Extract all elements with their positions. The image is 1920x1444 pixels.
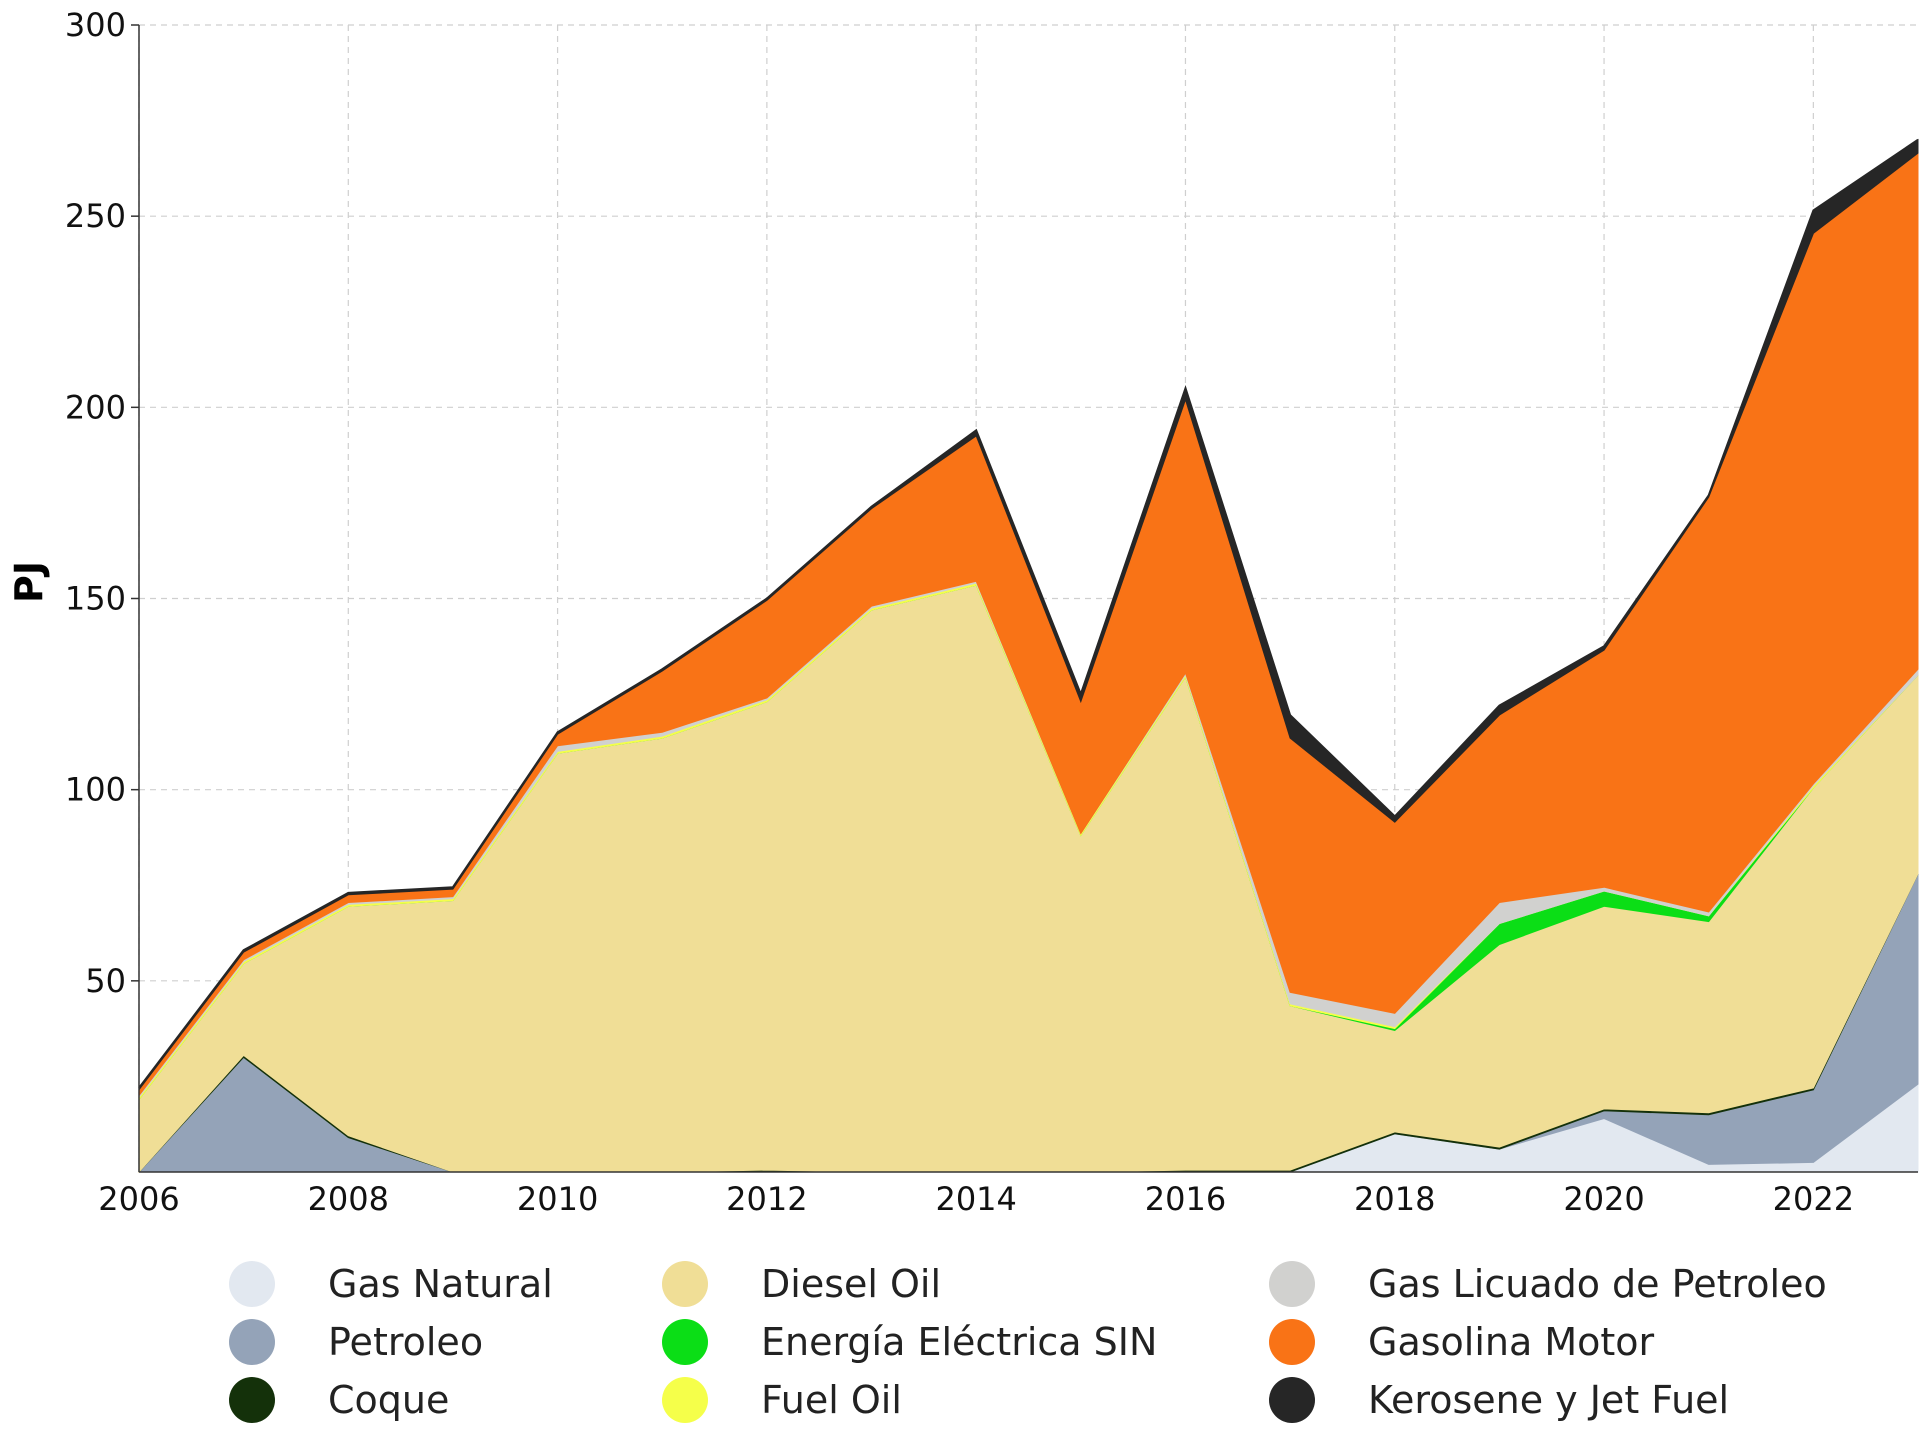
- x-tick-label-2022: 2022: [1773, 1180, 1854, 1218]
- y-tick-label-100: 100: [65, 771, 126, 809]
- legend-label-petroleo: Petroleo: [328, 1320, 483, 1364]
- x-tick-labels: 2006 2008 2010 2012 2014 2016 2018 2020 2022: [98, 1180, 1854, 1218]
- legend-item-diesel-oil: Diesel Oil: [662, 1261, 941, 1307]
- legend-swatch-coque: [229, 1377, 275, 1423]
- x-tick-label-2010: 2010: [517, 1180, 598, 1218]
- legend-swatch-diesel-oil: [662, 1261, 708, 1307]
- y-tick-label-200: 200: [65, 388, 126, 426]
- axes: [131, 24, 1918, 1173]
- legend-label-coque: Coque: [328, 1378, 449, 1422]
- legend-swatch-fuel-oil: [662, 1377, 708, 1423]
- legend-label-diesel-oil: Diesel Oil: [761, 1262, 941, 1306]
- y-tick-labels: 50 100 150 200 250 300: [65, 6, 126, 1000]
- legend-item-energia-electrica-sin: Energía Eléctrica SIN: [662, 1319, 1157, 1365]
- x-tick-label-2018: 2018: [1354, 1180, 1435, 1218]
- legend-item-kerosene-y-jet-fuel: Kerosene y Jet Fuel: [1269, 1377, 1729, 1423]
- y-axis-title: PJ: [7, 561, 51, 603]
- legend-label-energia-electrica-sin: Energía Eléctrica SIN: [761, 1320, 1157, 1364]
- legend-label-kerosene-y-jet-fuel: Kerosene y Jet Fuel: [1368, 1378, 1729, 1422]
- legend-label-gas-licuado-de-petroleo: Gas Licuado de Petroleo: [1368, 1262, 1827, 1306]
- legend-item-coque: Coque: [229, 1377, 449, 1423]
- x-tick-label-2014: 2014: [935, 1180, 1016, 1218]
- legend-swatch-petroleo: [229, 1319, 275, 1365]
- legend-swatch-gasolina-motor: [1269, 1319, 1315, 1365]
- legend-swatch-gas-natural: [229, 1261, 275, 1307]
- x-tick-label-2020: 2020: [1563, 1180, 1644, 1218]
- y-tick-label-50: 50: [85, 962, 126, 1000]
- y-tick-label-150: 150: [65, 580, 126, 618]
- legend-swatch-kerosene-y-jet-fuel: [1269, 1377, 1315, 1423]
- legend-item-gas-licuado-de-petroleo: Gas Licuado de Petroleo: [1269, 1261, 1827, 1307]
- x-tick-label-2006: 2006: [98, 1180, 179, 1218]
- legend-item-fuel-oil: Fuel Oil: [662, 1377, 902, 1423]
- legend-swatch-gas-licuado-de-petroleo: [1269, 1261, 1315, 1307]
- legend-label-fuel-oil: Fuel Oil: [761, 1378, 902, 1422]
- legend-item-petroleo: Petroleo: [229, 1319, 483, 1365]
- legend: Gas Natural Petroleo Coque Diesel Oil Energí…: [229, 1261, 1827, 1423]
- legend-item-gasolina-motor: Gasolina Motor: [1269, 1319, 1655, 1365]
- series-areas: [137, 138, 1919, 1174]
- x-tick-label-2016: 2016: [1145, 1180, 1226, 1218]
- legend-label-gas-natural: Gas Natural: [328, 1262, 553, 1306]
- legend-item-gas-natural: Gas Natural: [229, 1261, 553, 1307]
- legend-swatch-energia-electrica-sin: [662, 1319, 708, 1365]
- stack-top-outline: [138, 138, 1919, 1089]
- x-tick-label-2008: 2008: [308, 1180, 389, 1218]
- x-tick-label-2012: 2012: [726, 1180, 807, 1218]
- legend-label-gasolina-motor: Gasolina Motor: [1368, 1320, 1655, 1364]
- y-tick-label-300: 300: [65, 6, 126, 44]
- y-tick-label-250: 250: [65, 197, 126, 235]
